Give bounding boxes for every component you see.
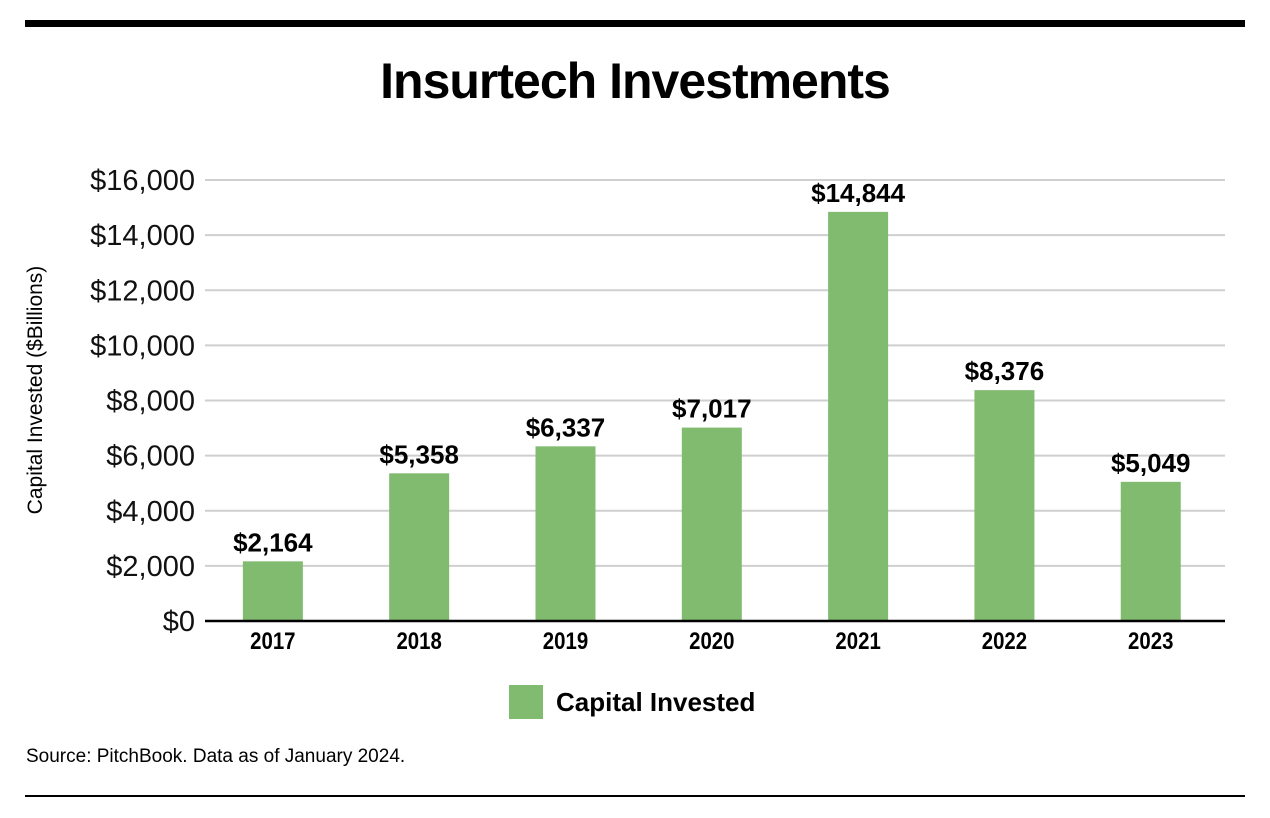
legend-swatch <box>509 685 543 719</box>
y-tick-label: $16,000 <box>90 165 195 197</box>
bar-2017 <box>242 561 303 621</box>
x-tick-label: 2020 <box>689 627 734 654</box>
data-label: $2,164 <box>233 527 313 557</box>
source-note: Source: PitchBook. Data as of January 20… <box>26 746 406 767</box>
x-tick-label: 2022 <box>982 627 1027 654</box>
bar-2019 <box>535 446 596 621</box>
data-label: $5,358 <box>379 439 459 469</box>
chart-title: Insurtech Investments <box>380 53 891 109</box>
y-tick-label: $12,000 <box>90 275 195 307</box>
legend: Capital Invested <box>509 685 755 719</box>
y-tick-label: $2,000 <box>106 551 195 583</box>
data-label: $5,049 <box>1111 448 1191 478</box>
x-tick-label: 2023 <box>1128 627 1173 654</box>
x-tick-label: 2019 <box>543 627 588 654</box>
y-tick-label: $0 <box>163 606 195 638</box>
bottom-rule <box>25 795 1245 797</box>
data-label: $7,017 <box>672 394 752 424</box>
y-tick-label: $8,000 <box>106 386 195 418</box>
data-label: $8,376 <box>965 356 1045 386</box>
data-label: $6,337 <box>526 412 606 442</box>
y-tick-label: $14,000 <box>90 220 195 252</box>
bar-2021 <box>828 211 889 621</box>
top-rule <box>25 20 1245 27</box>
x-tick-label: 2018 <box>396 627 441 654</box>
y-tick-label: $4,000 <box>106 496 195 528</box>
bar-2020 <box>681 427 742 621</box>
y-tick-label: $6,000 <box>106 441 195 473</box>
data-label: $14,844 <box>811 178 906 208</box>
x-tick-label: 2021 <box>835 627 880 654</box>
legend-label: Capital Invested <box>556 686 756 717</box>
y-tick-label: $10,000 <box>90 330 195 362</box>
x-tick-label: 2017 <box>250 627 295 654</box>
bar-2023 <box>1120 481 1181 621</box>
bar-2018 <box>389 473 450 621</box>
bar-2022 <box>974 390 1035 621</box>
